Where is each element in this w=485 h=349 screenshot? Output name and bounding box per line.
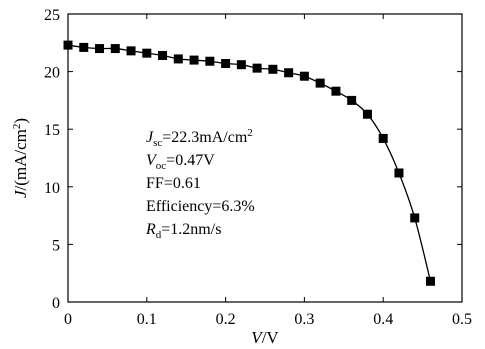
data-point-marker [268, 64, 278, 74]
x-tick-label: 0.1 [137, 311, 157, 328]
y-tick-label: 25 [44, 7, 60, 24]
data-point-marker [205, 56, 215, 66]
data-point-marker [173, 54, 183, 64]
data-point-marker [394, 168, 404, 178]
data-point-marker [95, 44, 105, 54]
x-tick-label: 0.5 [452, 311, 472, 328]
annotation-line: Voc=0.47V [146, 152, 215, 172]
series-markers [63, 40, 435, 286]
data-point-marker [425, 276, 435, 286]
x-tick-label: 0.2 [216, 311, 236, 328]
axis-tick-labels: 0 0.1 0.2 0.3 0.4 0.5 0 5 10 15 20 25 [44, 7, 472, 328]
data-point-marker [331, 86, 341, 96]
annotation-line: Jsc=22.3mA/cm2 [146, 127, 253, 149]
data-point-marker [126, 46, 136, 56]
axis-ticks [67, 13, 463, 303]
data-point-marker [236, 60, 246, 70]
x-tick-label: 0 [64, 311, 72, 328]
y-tick-label: 5 [52, 237, 60, 254]
y-tick-label: 20 [44, 65, 60, 82]
data-point-marker [284, 68, 294, 78]
annotation-line: Rd=1.2nm/s [145, 221, 221, 241]
annotation-line: Efficiency=6.3% [146, 198, 255, 215]
annotation-line: FF=0.61 [146, 175, 201, 192]
series-line [67, 44, 432, 282]
data-point-marker [79, 42, 89, 52]
data-point-marker [110, 44, 120, 54]
data-point-marker [142, 48, 152, 58]
data-point-marker [362, 109, 372, 119]
data-point-marker [347, 95, 357, 105]
y-tick-label: 15 [44, 122, 60, 139]
y-tick-label: 10 [44, 180, 60, 197]
data-point-marker [189, 55, 199, 65]
x-tick-label: 0.3 [294, 311, 314, 328]
data-point-marker [410, 213, 420, 223]
data-point-marker [158, 50, 168, 60]
data-point-marker [378, 133, 388, 143]
y-tick-label: 0 [52, 295, 60, 312]
data-point-marker [252, 63, 262, 73]
annotation-block: Jsc=22.3mA/cm2 Voc=0.47V FF=0.61 Efficiency… [145, 127, 255, 241]
x-tick-label: 0.4 [373, 311, 393, 328]
data-point-marker [63, 40, 73, 50]
data-point-marker [221, 59, 231, 69]
data-point-marker [299, 71, 309, 81]
data-point-marker [315, 78, 325, 88]
y-axis-title: J/(mA/cm2) [11, 118, 30, 198]
x-axis-title: V/V [251, 328, 279, 347]
plot-frame [67, 13, 463, 303]
